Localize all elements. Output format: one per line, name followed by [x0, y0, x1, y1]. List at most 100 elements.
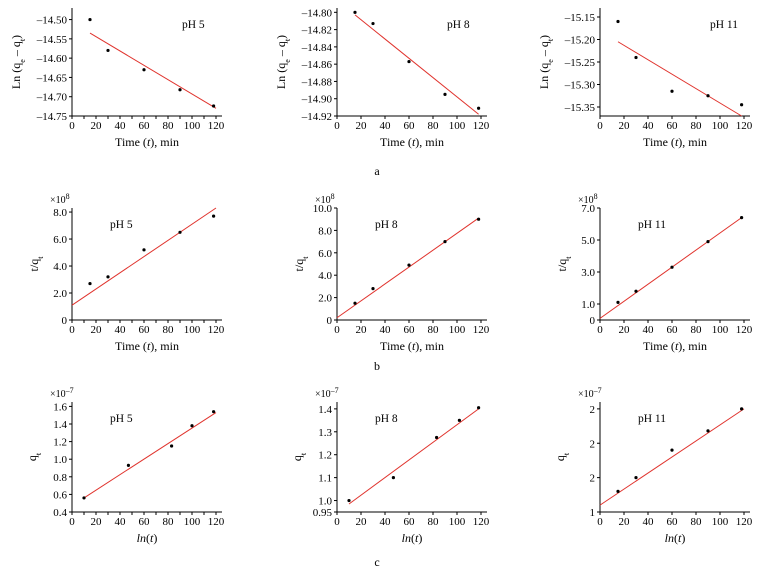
x-tick-label: 120 — [473, 516, 490, 528]
chart-3-3: 0 20 40 60 80 100 120 1 2 2 2 ×10–7 ln(t) qt pH 11 — [553, 386, 753, 546]
x-tick-label: 20 — [91, 516, 103, 528]
data-point — [347, 498, 351, 503]
x-tick-label: 40 — [380, 516, 392, 528]
fit-line — [71, 207, 217, 306]
y-axis-exponent: ×108 — [315, 192, 335, 207]
y-axis-label: Ln (qe – qt) — [537, 35, 555, 89]
data-point — [740, 216, 744, 220]
x-tick-label: 100 — [712, 324, 729, 336]
data-point — [670, 89, 674, 93]
chart-1-3: 0 20 40 60 80 100 120 –15.35 –15.30 –15.25 –15.20 –… — [537, 8, 753, 149]
data-point — [106, 48, 110, 53]
x-tick-label: 20 — [356, 120, 368, 132]
y-axis-label: qt — [553, 452, 571, 461]
x-axis-label: ln(t) — [137, 531, 158, 545]
x-tick-label: 0 — [69, 120, 75, 132]
x-axis-label: Time (t), min — [380, 339, 444, 353]
x-tick-label: 20 — [91, 120, 103, 132]
x-tick-label: 60 — [667, 516, 679, 528]
data-point — [371, 287, 375, 291]
caption-b: b — [374, 359, 380, 373]
data-point — [190, 424, 194, 428]
y-tick-label: –14.82 — [301, 25, 332, 37]
data-point — [616, 300, 620, 304]
fit-line — [617, 41, 742, 117]
chart-1-2: 0 20 40 60 80 100 120 –14.92 –14.90 –14.88 –14.86 –… — [274, 7, 490, 149]
x-tick-label: 40 — [115, 120, 127, 132]
y-tick-label: 7.0 — [581, 203, 595, 215]
ph-annotation: pH 11 — [638, 219, 666, 231]
x-tick-label: 0 — [597, 516, 603, 528]
y-axis-exponent: ×10–7 — [315, 386, 339, 401]
y-tick-label: 1.2 — [318, 450, 332, 462]
x-tick-label: 40 — [380, 120, 392, 132]
y-tick-label: 1.0 — [318, 496, 332, 508]
ph-annotation: pH 11 — [710, 19, 738, 31]
y-tick-label: 6.0 — [53, 234, 67, 246]
y-tick-label: –15.15 — [564, 12, 596, 24]
x-tick-label: 0 — [69, 516, 75, 528]
x-tick-label: 40 — [115, 516, 127, 528]
x-tick-label: 20 — [356, 324, 368, 336]
data-point — [353, 301, 357, 305]
x-tick-label: 20 — [619, 324, 631, 336]
x-tick-label: 60 — [667, 120, 679, 132]
data-point — [670, 448, 674, 452]
y-tick-label: 1.0 — [581, 299, 595, 311]
data-point — [212, 214, 216, 218]
x-tick-label: 100 — [184, 324, 201, 336]
y-tick-label: 8.0 — [318, 225, 332, 237]
data-point — [407, 59, 411, 64]
y-tick-label: 2 — [590, 473, 596, 485]
y-tick-label: 8.0 — [53, 207, 67, 219]
x-axis-label: Time (t), min — [643, 339, 707, 353]
y-axis-exponent: ×108 — [578, 192, 598, 207]
chart-2-1: 0 20 40 60 80 100 120 0 2.0 4.0 6.0 8.0×108 Time (t)… — [27, 192, 225, 354]
fit-line — [348, 408, 479, 505]
x-axis-label: Time (t), min — [115, 339, 179, 353]
x-tick-label: 120 — [473, 324, 490, 336]
ph-annotation: pH 5 — [110, 413, 133, 425]
data-point — [634, 476, 638, 480]
y-tick-label: –14.80 — [301, 7, 333, 19]
x-tick-label: 20 — [619, 516, 631, 528]
x-axis-label: ln(t) — [402, 531, 423, 545]
data-point — [178, 88, 182, 92]
caption-a: a — [374, 164, 380, 178]
chart-3-2: 0 20 40 60 80 100 120 0.951.0 1.1 1.2 1.3 1.4 ×10–7 l… — [290, 386, 490, 546]
data-point — [443, 92, 447, 96]
fit-line — [354, 14, 479, 115]
x-axis-label: Time (t), min — [380, 135, 444, 149]
x-tick-label: 40 — [643, 516, 655, 528]
x-tick-label: 0 — [334, 324, 340, 336]
data-point — [371, 21, 375, 26]
y-tick-label: –14.70 — [36, 92, 68, 104]
y-tick-label: –14.86 — [301, 59, 333, 71]
y-tick-label: 1.2 — [53, 437, 67, 449]
x-tick-label: 80 — [428, 324, 440, 336]
data-point — [443, 240, 447, 244]
y-tick-label: 1.4 — [53, 419, 67, 431]
x-tick-label: 120 — [736, 120, 753, 132]
y-axis-exponent: ×108 — [50, 192, 70, 207]
x-tick-label: 60 — [139, 324, 151, 336]
y-axis-label: Ln (qe – qt) — [274, 35, 292, 89]
y-tick-label: –14.50 — [36, 15, 68, 27]
y-tick-label: 1.6 — [53, 401, 67, 413]
y-tick-label: 10.0 — [313, 203, 333, 215]
y-tick-label: –14.88 — [301, 76, 333, 88]
y-axis-label: qt — [25, 452, 43, 461]
y-tick-label: 0.4 — [53, 507, 67, 519]
data-point — [740, 103, 744, 107]
data-point — [178, 230, 182, 234]
data-point — [142, 248, 146, 252]
ph-annotation: pH 11 — [638, 413, 666, 425]
x-tick-label: 60 — [404, 120, 416, 132]
x-tick-label: 0 — [334, 516, 340, 528]
data-point — [170, 444, 174, 448]
fit-line — [599, 408, 745, 506]
fit-line — [83, 412, 217, 499]
x-tick-label: 100 — [449, 324, 466, 336]
data-point — [126, 463, 130, 467]
